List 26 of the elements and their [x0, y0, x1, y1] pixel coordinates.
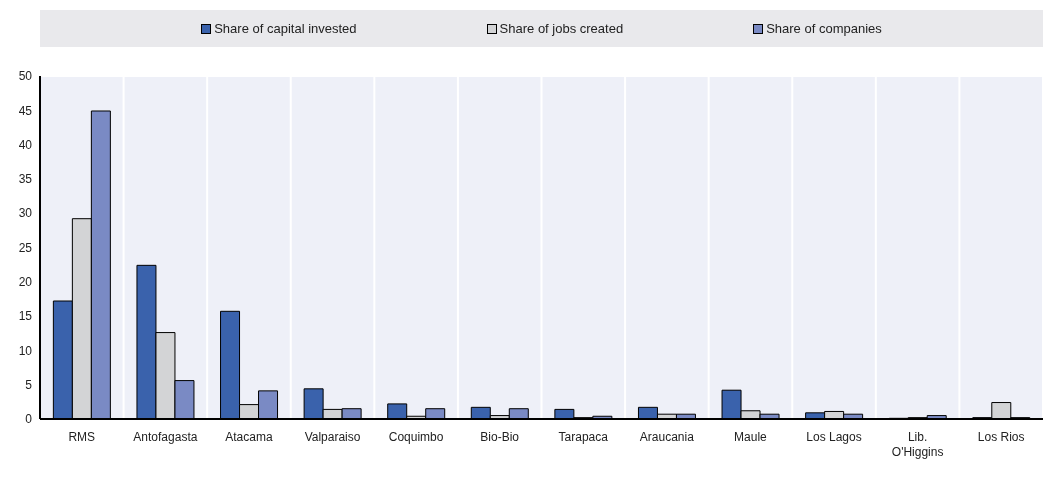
legend-label: Share of jobs created — [498, 21, 624, 36]
legend-label: Share of companies — [765, 21, 882, 36]
y-tick-label: 25 — [18, 240, 33, 255]
y-tick-label: 30 — [18, 206, 33, 221]
x-tick-label: Los Rios — [977, 430, 1025, 444]
x-tick-label: Atacama — [225, 430, 273, 444]
y-tick-label: 20 — [18, 275, 33, 290]
y-tick-label: 45 — [18, 103, 33, 118]
x-tick-label: Bio-Bio — [480, 430, 520, 444]
x-tick-label: Antofagasta — [133, 430, 198, 444]
x-tick-label: RMS — [68, 430, 96, 444]
y-tick-label: 10 — [18, 343, 33, 358]
y-tick-label: 0 — [25, 412, 33, 427]
y-tick-label: 40 — [18, 137, 33, 152]
x-tick-label: Los Lagos — [806, 430, 862, 444]
x-tick-label: Lib. O'Higgins — [891, 430, 944, 459]
y-tick-label: 5 — [25, 377, 33, 392]
y-tick-label: 15 — [18, 309, 33, 324]
x-tick-label: Maule — [734, 430, 768, 444]
x-tick-label: Coquimbo — [388, 430, 444, 444]
x-tick-label: Valparaiso — [304, 430, 361, 444]
x-tick-label: Tarapaca — [558, 430, 609, 444]
y-tick-label: 35 — [18, 172, 33, 187]
x-tick-label: Araucania — [639, 430, 695, 444]
legend-label: Share of capital invested — [213, 21, 357, 36]
y-tick-label: 50 — [18, 69, 33, 84]
